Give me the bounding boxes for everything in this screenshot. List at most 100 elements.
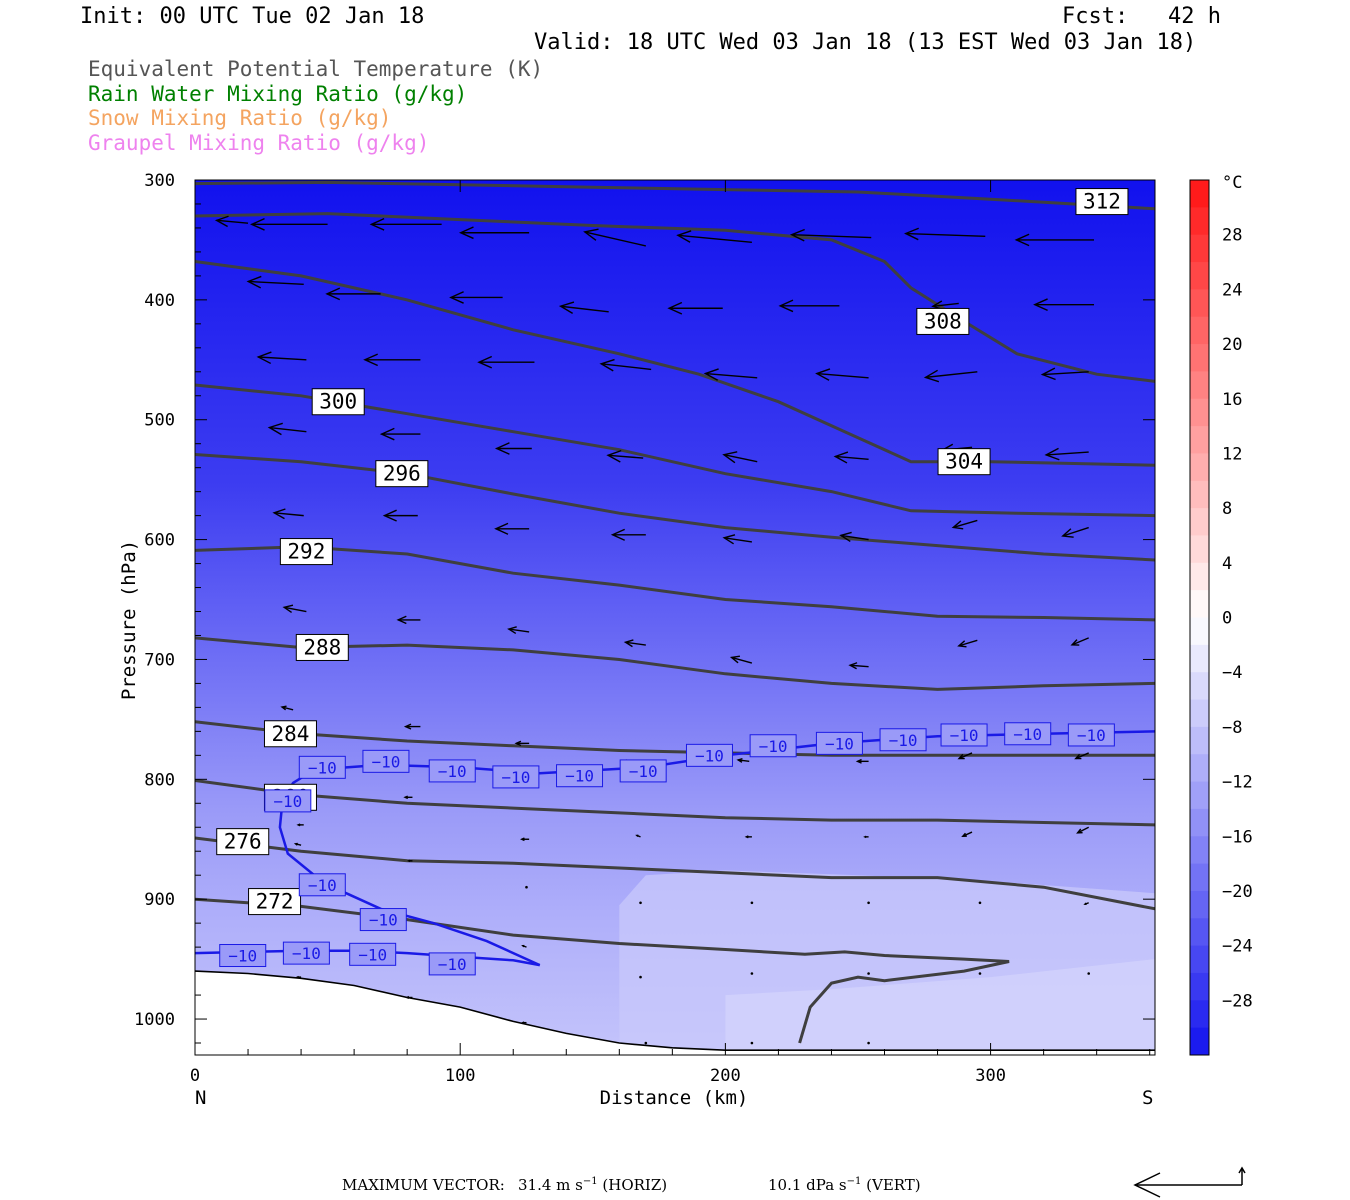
wind-vector-13 bbox=[667, 301, 723, 315]
temperature-label-box-3 bbox=[428, 952, 476, 976]
colorbar-tick-label-2: 20 bbox=[1222, 335, 1242, 355]
colorbar-swatch-31 bbox=[1190, 1027, 1209, 1056]
wind-vector-head-29 bbox=[722, 451, 738, 464]
wind-vector-shaft-28 bbox=[607, 454, 644, 459]
colorbar-swatch-5 bbox=[1190, 316, 1209, 345]
theta-e-label-308: 308 bbox=[924, 309, 962, 333]
temperature-label-2: −10 bbox=[358, 945, 387, 964]
colorbar-tick-label-12: −20 bbox=[1222, 882, 1253, 902]
temperature-label-11: −10 bbox=[565, 767, 594, 786]
wind-vector-dot-78 bbox=[867, 972, 870, 975]
wind-vector-dot-76 bbox=[639, 975, 642, 979]
wind-vector-head-35 bbox=[494, 522, 509, 535]
wind-vector-shaft-38 bbox=[840, 534, 869, 541]
wind-vector-29 bbox=[722, 451, 758, 464]
colorbar-swatch-13 bbox=[1190, 535, 1209, 564]
colorbar-swatch-1 bbox=[1190, 207, 1209, 236]
theta-e-contour-308 bbox=[195, 212, 1155, 383]
wind-vector-84 bbox=[867, 1041, 870, 1045]
x-tick-label-200: 200 bbox=[710, 1066, 741, 1086]
wind-vector-dot-67 bbox=[525, 885, 528, 889]
wind-vector-68 bbox=[639, 901, 642, 905]
temperature-label-box-6 bbox=[264, 789, 312, 813]
wind-vector-shaft-48 bbox=[1071, 637, 1089, 646]
wind-vector-11 bbox=[449, 291, 503, 304]
temperature-label-10: −10 bbox=[501, 768, 530, 787]
wind-vector-shaft-56 bbox=[1075, 752, 1089, 760]
wind-vector-41 bbox=[282, 604, 307, 614]
theta-e-label-box-300 bbox=[311, 388, 365, 416]
theta-e-label-box-276 bbox=[216, 828, 270, 856]
wind-vector-shaft-8 bbox=[216, 219, 249, 224]
wind-vector-45 bbox=[729, 655, 753, 664]
wind-vector-head-1 bbox=[369, 218, 385, 231]
theta-e-contour-276 bbox=[195, 836, 1155, 911]
wind-vector-head-3 bbox=[583, 228, 599, 241]
temperature-label-16: −10 bbox=[889, 731, 918, 750]
max-vector-prefix: MAXIMUM VECTOR: bbox=[342, 1176, 505, 1194]
wind-vector-head-12 bbox=[558, 301, 575, 314]
colorbar-swatch-12 bbox=[1190, 508, 1209, 536]
x-axis-label: Distance (km) bbox=[600, 1087, 749, 1109]
wind-vector-7 bbox=[1014, 233, 1095, 247]
wind-vector-49 bbox=[280, 705, 294, 711]
wind-vector-head-42 bbox=[396, 615, 407, 625]
colorbar-swatch-7 bbox=[1190, 371, 1209, 400]
y-tick-label-1000: 1000 bbox=[134, 1010, 175, 1030]
wind-vector-head-30 bbox=[833, 451, 849, 464]
wind-vector-shaft-41 bbox=[284, 606, 307, 613]
wind-vector-head-41 bbox=[282, 604, 294, 614]
wind-vector-51 bbox=[514, 740, 530, 747]
wind-vector-16 bbox=[1033, 298, 1095, 312]
temperature-label-box-18 bbox=[1004, 722, 1052, 746]
colorbar-tick-label-1: 24 bbox=[1222, 280, 1242, 300]
wind-vector-shaft-44 bbox=[625, 641, 646, 646]
wind-vector-75 bbox=[521, 944, 527, 948]
wind-vector-head-20 bbox=[599, 358, 615, 372]
colorbar-tick-label-13: −24 bbox=[1222, 937, 1253, 957]
wind-vector-shaft-17 bbox=[258, 356, 307, 361]
wind-vector-24 bbox=[1040, 367, 1089, 381]
wind-vector-57 bbox=[296, 823, 304, 827]
temperature-label-box-12 bbox=[619, 759, 667, 783]
wind-vector-72 bbox=[1083, 902, 1089, 905]
wind-vector-head-36 bbox=[610, 528, 625, 541]
wind-vector-head-6 bbox=[904, 227, 919, 241]
forecast-hour: Fcst: 42 h bbox=[1062, 4, 1221, 29]
temperature-label-box-9 bbox=[428, 759, 476, 783]
wind-vector-shaft-9 bbox=[248, 280, 304, 285]
wind-vector-shaft-3 bbox=[584, 231, 646, 247]
wind-vector-54 bbox=[855, 758, 869, 764]
theta-e-label-292: 292 bbox=[287, 540, 325, 564]
wind-vector-head-33 bbox=[272, 508, 286, 520]
max-vector-vert: 10.1 dPa s−1 (VERT) bbox=[768, 1176, 921, 1194]
wind-vector-head-50 bbox=[403, 723, 412, 730]
wind-vector-65 bbox=[293, 842, 302, 846]
colorbar-tick-label-10: −12 bbox=[1222, 773, 1253, 793]
wind-vector-0 bbox=[250, 218, 328, 231]
wind-vector-46 bbox=[848, 662, 869, 670]
temperature-label-box-11 bbox=[556, 764, 604, 788]
wind-vector-head-28 bbox=[606, 449, 622, 463]
horiz-unit: (HORIZ) bbox=[602, 1176, 668, 1194]
wind-vector-36 bbox=[610, 528, 646, 541]
x-end-label-south: S bbox=[1142, 1087, 1153, 1109]
colorbar-swatch-28 bbox=[1190, 945, 1209, 974]
colorbar-swatch-17 bbox=[1190, 644, 1209, 673]
wind-vector-1 bbox=[369, 218, 442, 231]
wind-vector-head-47 bbox=[957, 640, 967, 648]
wind-vector-head-34 bbox=[382, 509, 397, 522]
wind-vector-head-74 bbox=[405, 995, 410, 1000]
wind-vector-12 bbox=[558, 301, 609, 314]
wind-vector-head-19 bbox=[477, 355, 493, 369]
wind-vector-6 bbox=[904, 227, 986, 241]
wind-vector-head-66 bbox=[407, 859, 411, 863]
colorbar-swatch-19 bbox=[1190, 699, 1209, 728]
theta-e-label-300: 300 bbox=[319, 390, 357, 414]
colorbar-swatch-25 bbox=[1190, 863, 1209, 892]
vert-value: 10.1 dPa s bbox=[768, 1176, 847, 1194]
wind-vector-17 bbox=[256, 351, 307, 365]
theta-e-label-box-308 bbox=[916, 307, 970, 335]
wind-vector-38 bbox=[839, 531, 869, 543]
temperature-label-box-19 bbox=[1067, 723, 1115, 747]
